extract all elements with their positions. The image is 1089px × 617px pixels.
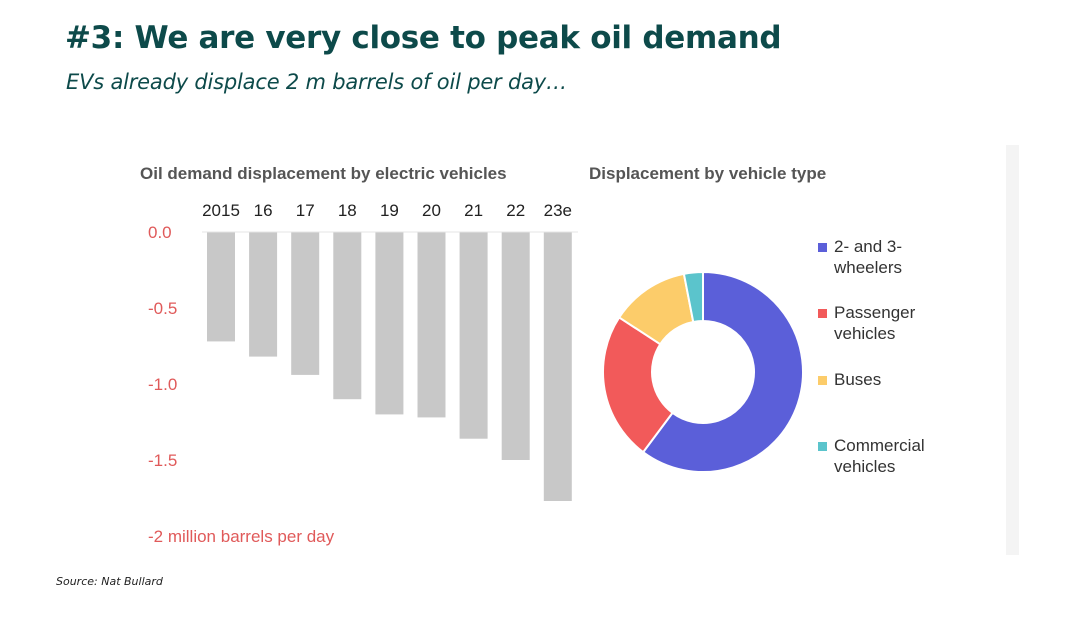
bar-2015	[207, 232, 235, 342]
x-tick-label: 2015	[202, 201, 240, 220]
bar-17	[291, 232, 320, 375]
x-tick-label: 20	[422, 201, 441, 220]
legend-item: 2- and 3- wheelers	[818, 236, 964, 278]
donut-slice-0	[641, 270, 804, 473]
bar-18	[333, 232, 362, 400]
y-tick-label: -1.0	[148, 375, 177, 394]
y-axis-unit-label: -2 million barrels per day	[148, 527, 335, 546]
source-note: Source: Nat Bullard	[56, 575, 163, 588]
bar-23e	[543, 232, 572, 501]
donut-slice-1	[602, 316, 674, 454]
legend-item: Passenger vehicles	[818, 302, 964, 344]
x-tick-label: 18	[338, 201, 357, 220]
panel-scroll-edge	[1006, 145, 1019, 555]
bar-16	[249, 232, 278, 357]
y-tick-label: -1.5	[148, 451, 177, 470]
slide-title: #3: We are very close to peak oil demand	[65, 20, 782, 56]
legend-swatch	[818, 309, 827, 318]
legend-swatch	[818, 376, 827, 385]
donut-slice-3	[682, 270, 704, 324]
bar-22	[501, 232, 530, 460]
y-tick-label: 0.0	[148, 223, 172, 242]
legend-label: Passenger vehicles	[834, 303, 916, 343]
bar-19	[375, 232, 404, 415]
bar-20	[417, 232, 446, 418]
legend-label: Commercial vehicles	[834, 436, 925, 476]
y-tick-label: -0.5	[148, 299, 177, 318]
x-tick-label: 19	[380, 201, 399, 220]
legend-swatch	[818, 442, 827, 451]
donut-chart-title: Displacement by vehicle type	[589, 164, 827, 183]
legend-swatch	[818, 243, 827, 252]
bar-21	[459, 232, 488, 439]
slide-subtitle: EVs already displace 2 m barrels of oil …	[66, 70, 567, 94]
x-tick-label: 16	[254, 201, 273, 220]
x-tick-label: 23e	[544, 201, 572, 220]
bar-chart-title: Oil demand displacement by electric vehi…	[140, 164, 507, 183]
x-tick-label: 21	[464, 201, 483, 220]
x-tick-label: 22	[506, 201, 525, 220]
legend-item: Commercial vehicles	[818, 435, 964, 477]
legend-label: Buses	[834, 370, 882, 389]
x-tick-label: 17	[296, 201, 315, 220]
legend-item: Buses	[818, 369, 964, 390]
legend-label: 2- and 3- wheelers	[834, 237, 903, 277]
